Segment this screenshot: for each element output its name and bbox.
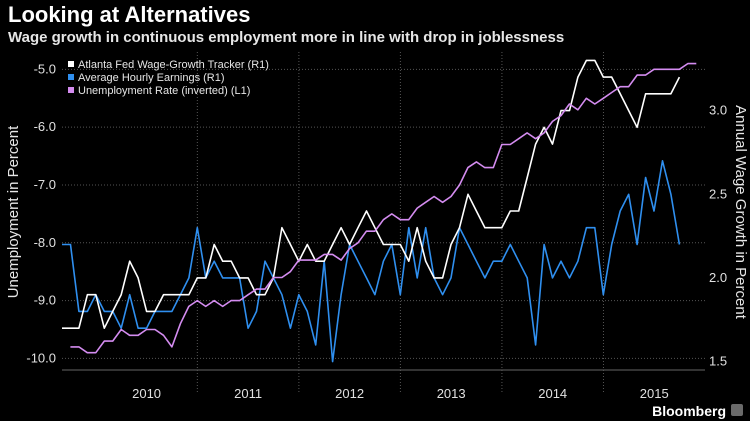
x-tick-2010: 2010: [132, 386, 161, 401]
y-tick-left-4: -9.0: [34, 293, 56, 308]
legend-label-ahe: Average Hourly Earnings (R1): [78, 72, 225, 84]
y-tick-right-1: 2.5: [709, 186, 727, 201]
x-tick-2012: 2012: [335, 386, 364, 401]
y-tick-right-3: 1.5: [709, 354, 727, 369]
legend-swatch-atlanta: [68, 61, 74, 67]
legend-swatch-ahe: [68, 74, 74, 80]
y-tick-left-0: -5.0: [34, 61, 56, 76]
series-line-atlanta-fed: [62, 59, 681, 330]
y-tick-left-2: -7.0: [34, 177, 56, 192]
x-tick-2014: 2014: [538, 386, 567, 401]
y-axis-label-right: Annual Wage Growth in Percent: [732, 105, 749, 320]
y-tick-left-1: -6.0: [34, 119, 56, 134]
y-tick-left-3: -8.0: [34, 235, 56, 250]
legend: Atlanta Fed Wage-Growth Tracker (R1) Ave…: [68, 59, 269, 97]
bloomberg-terminal-icon: [731, 404, 743, 416]
legend-label-unemployment: Unemployment Rate (inverted) (L1): [78, 85, 250, 97]
legend-swatch-unemployment: [68, 87, 74, 93]
series-line-avg-hourly-earnings: [62, 160, 681, 363]
chart-subtitle: Wage growth in continuous employment mor…: [8, 29, 565, 46]
x-tick-2015: 2015: [640, 386, 669, 401]
y-tick-left-5: -10.0: [26, 350, 56, 365]
series-line-unemployment-rate: [70, 62, 697, 354]
chart-title: Looking at Alternatives: [8, 2, 251, 27]
x-tick-2011: 2011: [234, 386, 262, 401]
plot-background: [62, 52, 705, 370]
y-tick-right-2: 2.0: [709, 270, 727, 285]
y-tick-right-0: 3.0: [709, 103, 727, 118]
brand-name: Bloomberg: [652, 403, 726, 419]
y-axis-label-left: Unemployment in Percent: [5, 125, 22, 298]
x-tick-2013: 2013: [437, 386, 466, 401]
legend-label-atlanta: Atlanta Fed Wage-Growth Tracker (R1): [78, 59, 269, 71]
